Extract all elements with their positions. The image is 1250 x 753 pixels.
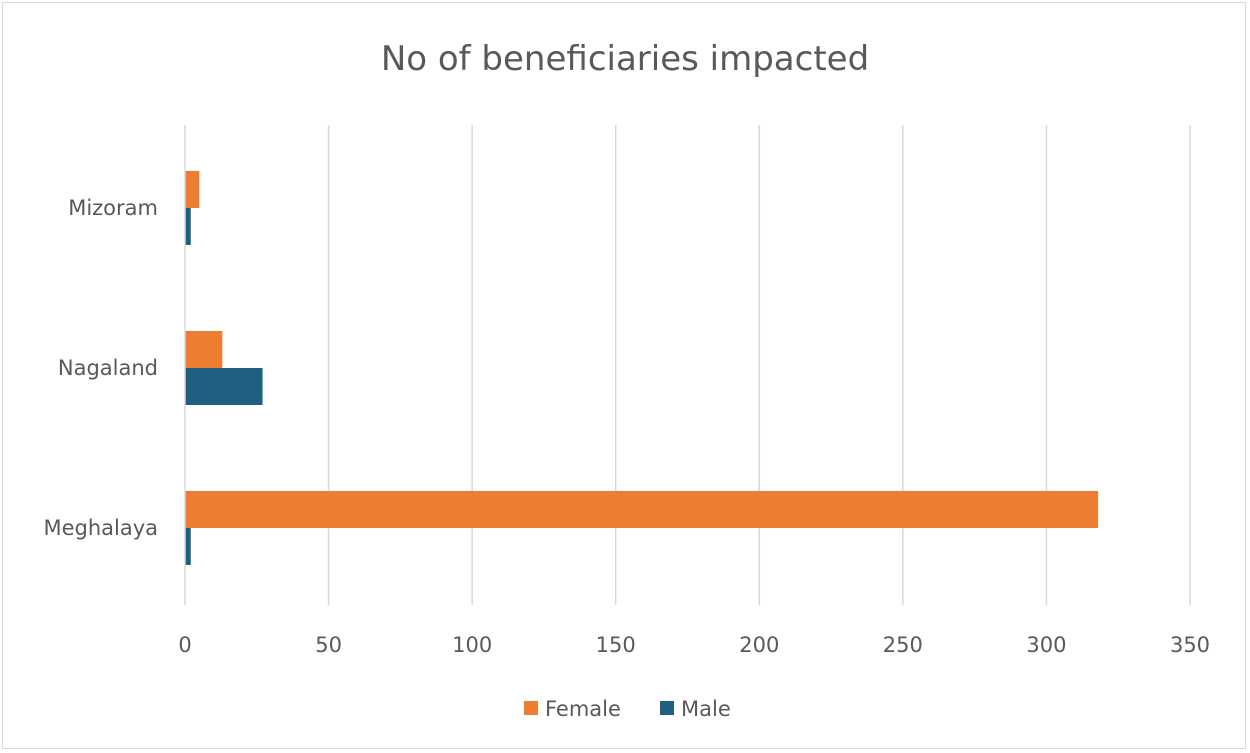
x-tick-label: 50 (315, 633, 342, 657)
bar-female-nagaland (185, 331, 223, 368)
bar-male-mizoram (185, 208, 191, 245)
bar-female-mizoram (185, 171, 200, 208)
legend-swatch-male (660, 701, 674, 715)
x-axis-tick-labels: 0 50 100 150 200 250 300 350 (178, 633, 1210, 657)
category-label: Meghalaya (43, 516, 158, 540)
bar-male-nagaland (185, 368, 263, 405)
x-tick-label: 200 (739, 633, 779, 657)
bars (185, 171, 1099, 565)
legend-label-female: Female (545, 697, 621, 721)
legend: Female Male (524, 697, 731, 721)
legend-label-male: Male (681, 697, 731, 721)
legend-swatch-female (524, 701, 538, 715)
x-tick-label: 300 (1026, 633, 1066, 657)
category-labels: Mizoram Nagaland Meghalaya (43, 196, 158, 540)
x-tick-label: 0 (178, 633, 191, 657)
bar-male-meghalaya (185, 528, 191, 565)
gridlines (327, 125, 1191, 605)
category-label: Mizoram (68, 196, 158, 220)
chart-title: No of beneficiaries impacted (381, 39, 869, 79)
x-tick-label: 250 (883, 633, 923, 657)
x-tick-label: 100 (452, 633, 492, 657)
x-tick-label: 350 (1170, 633, 1210, 657)
x-tick-label: 150 (596, 633, 636, 657)
category-label: Nagaland (58, 356, 158, 380)
bar-female-meghalaya (185, 491, 1099, 528)
